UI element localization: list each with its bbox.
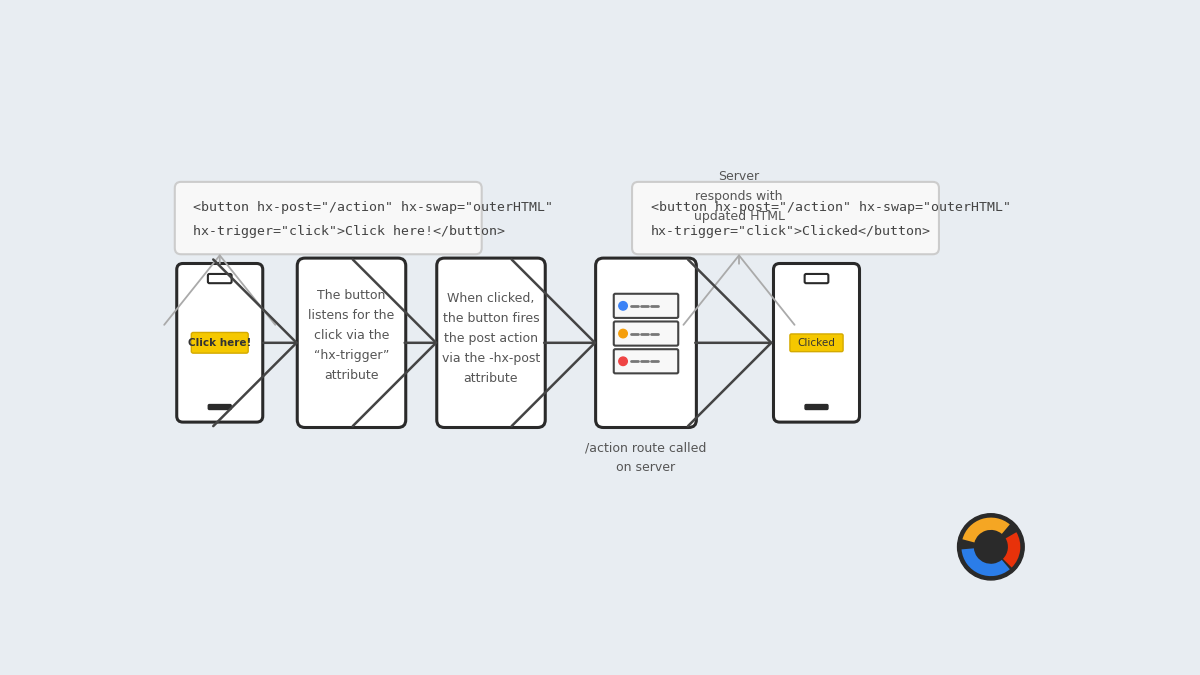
Text: hx-trigger="click">Click here!</button>: hx-trigger="click">Click here!</button> (193, 225, 505, 238)
Text: <button hx-post="/action" hx-swap="outerHTML": <button hx-post="/action" hx-swap="outer… (193, 200, 553, 214)
Circle shape (619, 357, 628, 366)
FancyBboxPatch shape (595, 258, 696, 427)
FancyBboxPatch shape (613, 321, 678, 346)
FancyBboxPatch shape (613, 349, 678, 373)
FancyBboxPatch shape (437, 258, 545, 427)
FancyBboxPatch shape (790, 334, 844, 352)
Text: The button
listens for the
click via the
“hx-trigger”
attribute: The button listens for the click via the… (308, 289, 395, 381)
FancyBboxPatch shape (774, 263, 859, 422)
FancyBboxPatch shape (805, 404, 828, 410)
Wedge shape (962, 518, 1010, 543)
Text: hx-trigger="click">Clicked</button>: hx-trigger="click">Clicked</button> (650, 225, 931, 238)
FancyBboxPatch shape (613, 294, 678, 318)
Circle shape (619, 302, 628, 310)
Text: Clicked: Clicked (798, 338, 835, 348)
FancyBboxPatch shape (175, 182, 481, 254)
FancyBboxPatch shape (208, 274, 232, 284)
FancyBboxPatch shape (191, 333, 248, 353)
Circle shape (619, 329, 628, 338)
Text: <button hx-post="/action" hx-swap="outerHTML": <button hx-post="/action" hx-swap="outer… (650, 200, 1010, 214)
Text: Click here!: Click here! (188, 338, 252, 348)
Circle shape (958, 514, 1025, 580)
FancyBboxPatch shape (176, 263, 263, 422)
Text: Server
responds with
updated HTML: Server responds with updated HTML (694, 171, 785, 223)
Text: When clicked,
the button fires
the post action
via the -hx-post
attribute: When clicked, the button fires the post … (442, 292, 540, 385)
FancyBboxPatch shape (298, 258, 406, 427)
Wedge shape (1003, 532, 1020, 568)
FancyBboxPatch shape (805, 274, 828, 284)
Circle shape (976, 532, 1006, 562)
Wedge shape (961, 548, 1010, 576)
Text: /action route called
on server: /action route called on server (586, 441, 707, 475)
FancyBboxPatch shape (632, 182, 938, 254)
FancyBboxPatch shape (209, 404, 232, 410)
